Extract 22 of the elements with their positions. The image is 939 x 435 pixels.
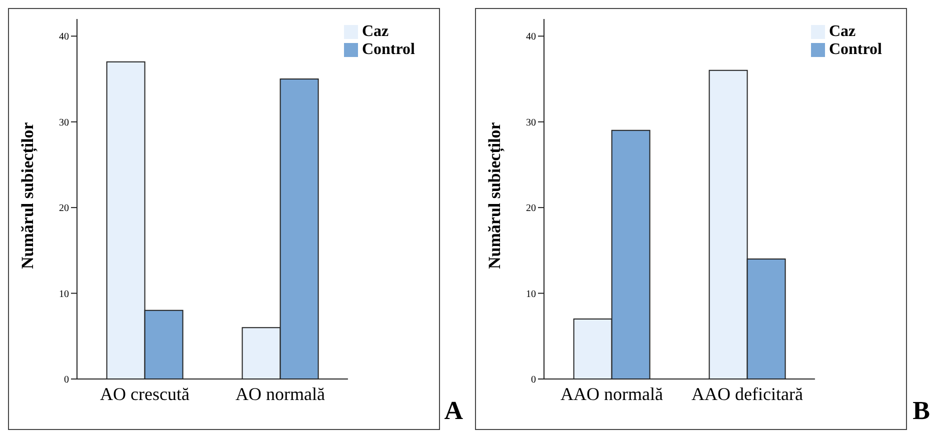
y-axis-title: Numărul subiecților <box>18 122 38 269</box>
y-tick-label: 0 <box>64 374 69 386</box>
text: A <box>444 396 463 426</box>
y-tick-label: 30 <box>59 117 69 128</box>
y-tick-label: 0 <box>531 374 536 386</box>
y-tick-label: 30 <box>526 117 536 128</box>
y-axis-title: Numărul subiecților <box>485 122 506 269</box>
y-tick-label: 20 <box>59 203 69 214</box>
x-tick-label: AAO normală <box>560 384 663 404</box>
text: B <box>912 396 930 426</box>
legend-label: Control <box>828 41 882 58</box>
y-tick-label: 20 <box>526 203 536 214</box>
legend-label: Control <box>362 41 415 58</box>
y-tick-label: 10 <box>59 288 69 300</box>
y-tick-label: 10 <box>526 288 536 300</box>
y-tick-label: 40 <box>59 32 69 43</box>
x-tick-label: AO normală <box>235 384 325 404</box>
x-tick-label: AO crescută <box>100 384 190 404</box>
y-tick-label: 40 <box>526 32 536 43</box>
legend-label: Caz <box>362 23 389 40</box>
legend-label: Caz <box>828 23 856 40</box>
x-tick-label: AAO deficitară <box>691 384 803 404</box>
